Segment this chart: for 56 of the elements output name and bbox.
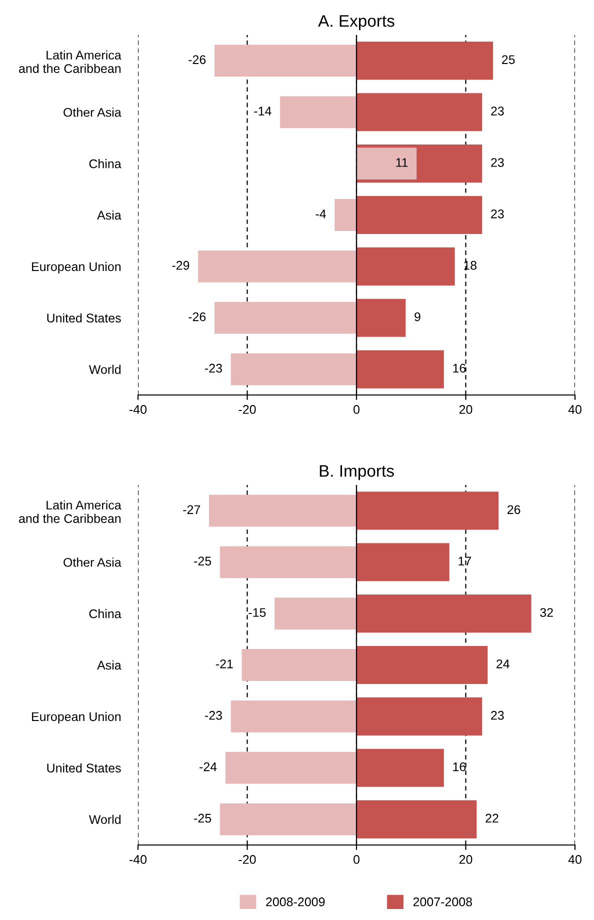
data-label: 16 — [453, 364, 466, 373]
y-tick-label: United States — [47, 313, 121, 323]
data-label: -25 — [194, 556, 212, 566]
data-label: 23 — [491, 106, 504, 116]
data-label: -23 — [205, 364, 222, 373]
y-tick-label: Other Asia — [64, 108, 122, 117]
legend-label: 2007-2008 — [413, 897, 472, 906]
data-label: -25 — [194, 814, 212, 823]
data-label: 16 — [453, 762, 466, 772]
y-tick-label: China — [89, 159, 122, 168]
data-label: -26 — [188, 55, 206, 64]
x-tick-label: 0 — [354, 405, 360, 414]
data-label: 22 — [486, 814, 498, 823]
y-tick-label: World — [88, 364, 121, 374]
data-label: -4 — [316, 210, 326, 218]
data-label: -23 — [205, 710, 222, 720]
data-label: -29 — [172, 260, 190, 270]
data-label: 25 — [502, 55, 515, 64]
y-tick-label: European Union — [32, 712, 121, 724]
data-label: -27 — [183, 505, 200, 514]
y-tick-label: Asia — [97, 660, 122, 670]
y-tick-label: Latin America and the Caribbean — [19, 500, 122, 524]
data-label: 23 — [491, 210, 504, 218]
data-label: -26 — [188, 312, 206, 322]
chart-title: A. Exports — [318, 15, 394, 30]
x-tick-label: -20 — [238, 405, 256, 414]
data-label: -15 — [248, 608, 266, 617]
x-tick-label: 20 — [459, 855, 472, 864]
data-label: -24 — [200, 762, 217, 772]
x-tick-label: 40 — [568, 855, 582, 864]
data-label: 17 — [458, 556, 471, 566]
y-tick-label: Other Asia — [64, 558, 122, 567]
y-tick-label: United States — [47, 763, 121, 773]
data-label: -14 — [254, 106, 272, 116]
x-tick-label: 20 — [459, 405, 472, 414]
x-tick-label: -40 — [130, 405, 147, 414]
y-tick-label: World — [88, 814, 121, 824]
y-tick-label: European Union — [32, 262, 121, 274]
data-label: 26 — [507, 505, 520, 514]
x-tick-label: 40 — [568, 405, 582, 414]
x-tick-label: -40 — [130, 855, 147, 864]
data-label: 24 — [496, 660, 510, 668]
y-tick-label: Latin America and the Caribbean — [19, 50, 122, 74]
chart-title: B. Imports — [320, 465, 394, 480]
legend-label: 2008-2009 — [266, 897, 325, 906]
data-label: -21 — [216, 660, 233, 668]
data-label: 32 — [540, 608, 553, 617]
data-label: 9 — [414, 312, 420, 322]
data-label: 18 — [464, 260, 477, 270]
y-tick-label: China — [89, 609, 122, 618]
y-tick-label: Asia — [97, 210, 122, 220]
x-tick-label: -20 — [238, 855, 256, 864]
data-label: 23 — [491, 158, 504, 167]
data-label: 11 — [396, 158, 408, 167]
data-label: 23 — [491, 710, 504, 720]
x-tick-label: 0 — [354, 855, 360, 864]
